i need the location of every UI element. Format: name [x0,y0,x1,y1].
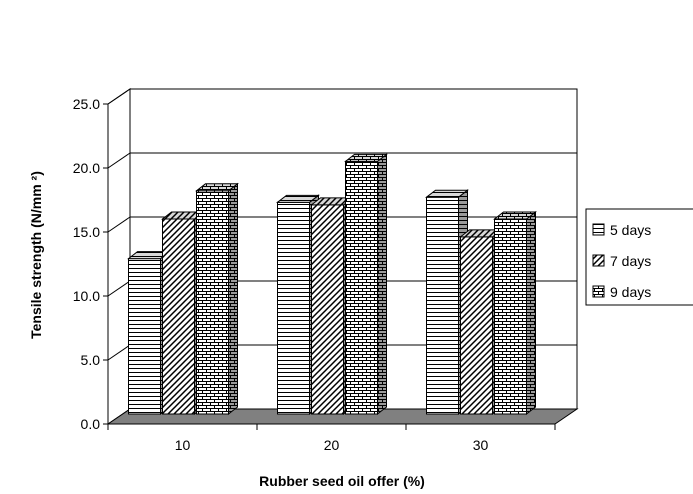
bar-front [345,160,378,415]
bar-front [277,201,310,415]
bar-front [426,196,459,415]
bar-front [196,190,229,415]
bar-front [460,236,493,415]
legend-swatch [592,285,605,298]
y-axis-title: Tensile strength (N/mm ²) [28,171,44,339]
bars [127,153,537,416]
y-tick-label: 0.0 [81,416,101,432]
legend-swatch [592,254,605,267]
bar-top [425,189,469,198]
gridline-side [107,88,131,105]
axes [103,103,556,430]
x-tick-label: 30 [473,437,489,453]
bar-top [276,194,320,203]
gridline-side [107,152,131,169]
legend-label: 9 days [610,284,651,300]
legend-label: 5 days [610,222,651,238]
x-tick-label: 20 [324,437,340,453]
bar-front [162,218,195,415]
x-tick-label: 10 [175,437,191,453]
legend-swatch [592,223,605,236]
bar-front [311,204,344,415]
y-tick-label: 5.0 [81,352,101,368]
bar-top [344,153,388,162]
bar-front [494,218,527,415]
gridline-side [107,216,131,233]
bar-side [377,153,387,416]
y-tick-label: 20.0 [73,160,100,176]
y-tick-label: 10.0 [73,288,100,304]
y-tick-labels: 0.0 5.0 10.0 15.0 20.0 25.0 [73,96,100,432]
gridline-side [107,280,131,297]
bar [195,182,239,416]
bar-side [228,182,238,416]
bar-top [493,211,537,220]
side-wall [107,88,131,425]
y-tick-label: 25.0 [73,96,100,112]
bar-top [195,183,239,192]
x-axis-title: Rubber seed oil offer (%) [259,473,425,489]
bar-front [128,258,161,415]
bar [493,210,537,416]
bar-side [526,210,536,416]
y-tick-label: 15.0 [73,224,100,240]
gridline-side [107,344,131,361]
x-tick-labels: 10 20 30 [175,437,489,453]
legend: 5 days 7 days 9 days [585,208,693,306]
bar [344,153,388,416]
legend-label: 7 days [610,253,651,269]
